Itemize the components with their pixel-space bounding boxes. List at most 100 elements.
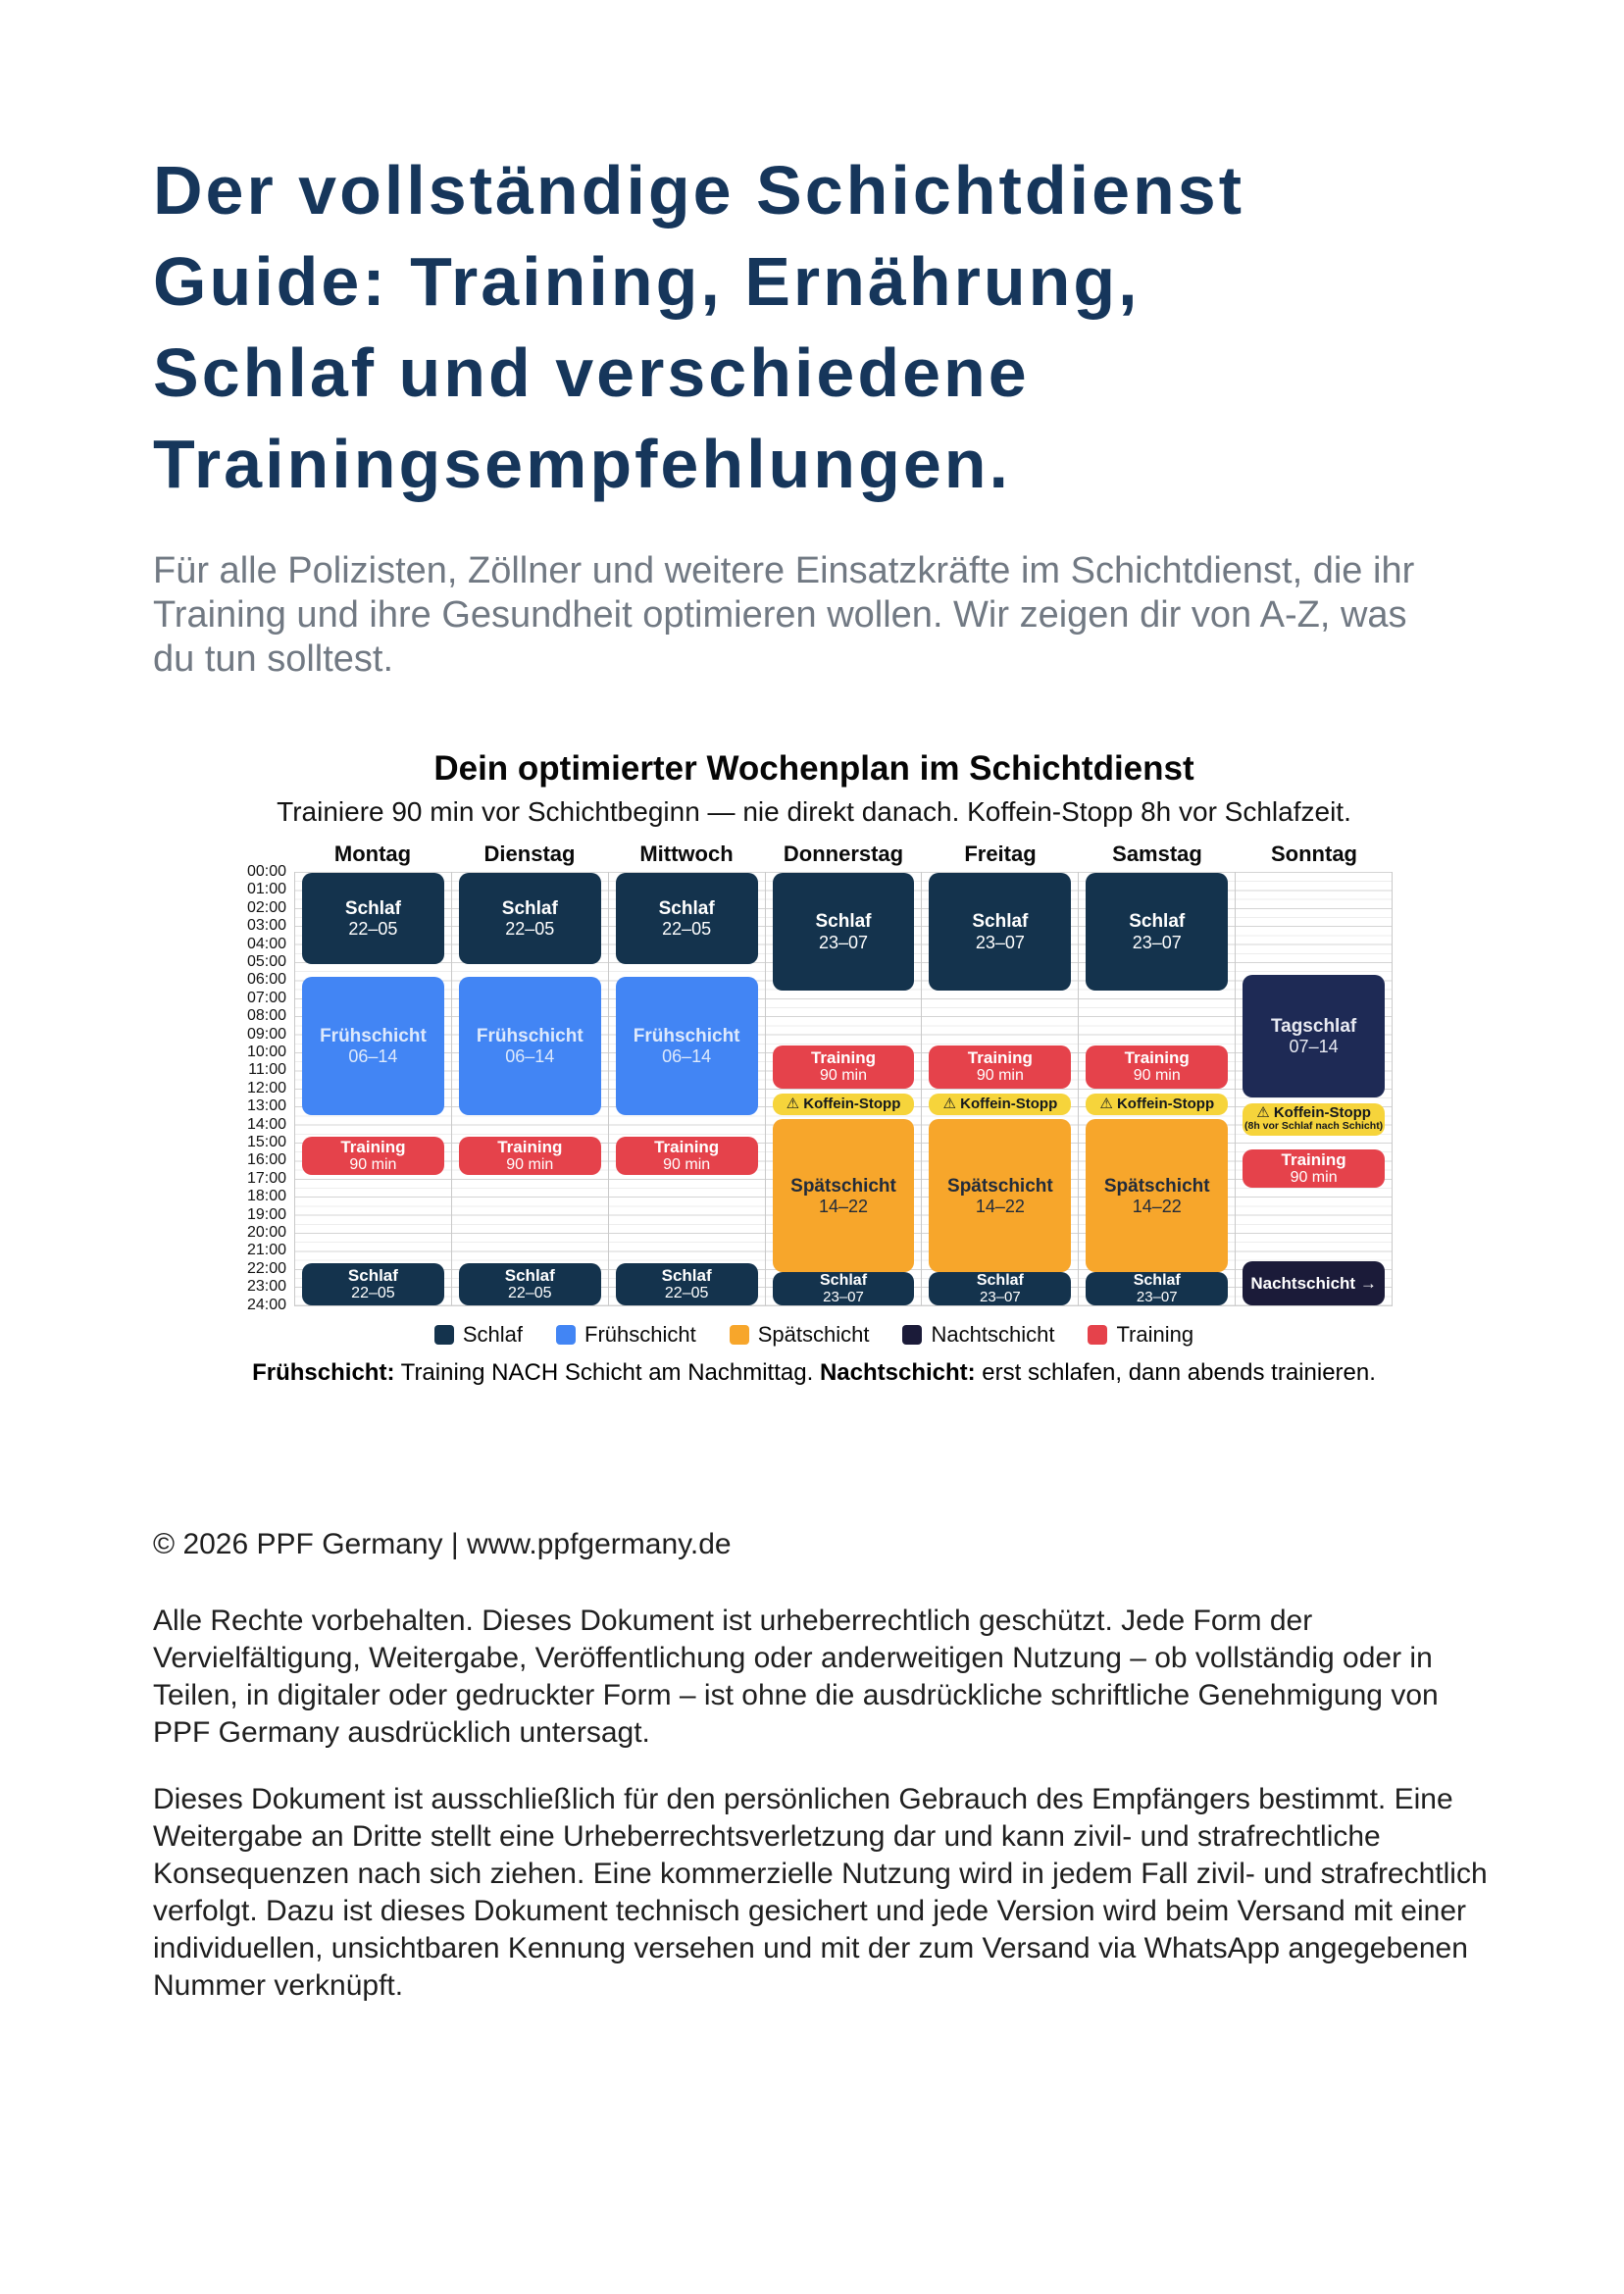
day-header: Freitag: [964, 841, 1037, 866]
schedule-block-spaetschicht: Spätschicht 14–22: [929, 1119, 1072, 1273]
time-axis: 00:00 01:00 02:00 03:00 04:00 05:00 06:00 07:00…: [235, 863, 294, 1313]
legend-label: Spätschicht: [757, 1321, 870, 1347]
day-column: Schlaf 22–05 Frühschicht 06–14 Training 90 mi…: [607, 872, 765, 1305]
block-time: 90 min: [663, 1156, 711, 1174]
page-title: Der vollständige Schichtdienst Guide: Tr…: [153, 152, 1244, 502]
schedule-block-schlaf: Schlaf 23–07: [1086, 872, 1229, 992]
block-title: Schlaf: [1129, 911, 1186, 933]
block-time: 14–22: [1132, 1196, 1182, 1216]
footnote-text-2: erst schlafen, dann abends trainieren.: [975, 1358, 1376, 1386]
block-title: Frühschicht: [320, 1025, 427, 1046]
time-label: 10:00: [246, 1044, 286, 1060]
block-time: 90 min: [1290, 1169, 1338, 1187]
block-title: Training: [654, 1138, 720, 1157]
schedule-block-schlaf: Schlaf 23–07: [929, 1272, 1072, 1305]
time-label: 02:00: [246, 898, 286, 916]
block-time: 22–05: [662, 918, 712, 939]
block-time: 22–05: [351, 1284, 395, 1301]
schedule-block-schlaf: Schlaf 23–07: [772, 1272, 915, 1305]
block-title: Frühschicht: [476, 1025, 584, 1046]
legend-label: Training: [1116, 1321, 1194, 1347]
day-column: Tagschlaf 07–14 ⚠ Koffein-Stopp (8h vor Sch…: [1235, 872, 1392, 1305]
koffein-stopp-label: ⚠ Koffein-Stopp: [786, 1096, 901, 1113]
block-title: Training: [340, 1138, 406, 1157]
legend-item: Frühschicht: [556, 1322, 696, 1348]
legend-label: Frühschicht: [584, 1321, 696, 1347]
legal-paragraph-2: Dieses Dokument ist ausschließlich für d…: [153, 1783, 1488, 2002]
block-time: 23–07: [1132, 932, 1182, 952]
day-column: Schlaf 23–07 Training 90 min ⚠ Koffein-Stopp…: [1078, 872, 1235, 1305]
legend-swatch: [1088, 1324, 1108, 1345]
chart-footnote: Frühschicht: Training NACH Schicht am Na…: [235, 1359, 1393, 1387]
time-label: 23:00: [246, 1278, 286, 1296]
legend-item: Schlaf: [433, 1321, 524, 1348]
time-label: 07:00: [246, 989, 286, 1006]
block-title: Training: [967, 1048, 1033, 1068]
time-label: 12:00: [246, 1079, 286, 1096]
time-label: 16:00: [246, 1151, 286, 1169]
day-header-row: Montag Dienstag Mittwoch Donnerstag Freitag S…: [235, 841, 1393, 872]
block-time: 06–14: [662, 1046, 712, 1067]
warning-icon: ⚠: [1256, 1104, 1270, 1122]
legend-label: Schlaf: [462, 1321, 524, 1347]
time-label: 06:00: [246, 971, 286, 989]
block-title: Schlaf: [972, 911, 1029, 933]
legend-swatch: [902, 1324, 923, 1345]
day-header: Donnerstag: [783, 841, 904, 866]
page-subtitle: Für alle Polizisten, Zöllner und weitere…: [153, 550, 1415, 680]
schedule-block-training: Training 90 min: [929, 1045, 1072, 1089]
schedule-block-schlaf: Schlaf 23–07: [772, 872, 915, 992]
time-label: 21:00: [246, 1242, 286, 1259]
legend-swatch: [556, 1324, 577, 1345]
block-time: 22–05: [508, 1284, 552, 1301]
schedule-block-schlaf: Schlaf 22–05: [458, 872, 601, 964]
block-time: 06–14: [505, 1046, 555, 1067]
schedule-block-training: Training 90 min: [1086, 1045, 1229, 1089]
weekly-plan-chart: Dein optimierter Wochenplan im Schichtdi…: [235, 749, 1393, 1387]
block-title: Schlaf: [501, 897, 558, 919]
schedule-block-schlaf: Schlaf 22–05: [615, 1263, 758, 1305]
schedule-block-schlaf: Schlaf 22–05: [458, 1263, 601, 1305]
schedule-block-koffein: ⚠ Koffein-Stopp: [772, 1094, 915, 1116]
chart-title: Dein optimierter Wochenplan im Schichtdi…: [433, 749, 1194, 788]
block-time: 23–07: [975, 932, 1025, 952]
block-title: Spätschicht: [947, 1175, 1053, 1197]
legend-label: Nachtschicht: [931, 1321, 1055, 1347]
block-title: Schlaf: [658, 897, 715, 919]
block-title: Schlaf: [1133, 1272, 1181, 1290]
block-title: Schlaf: [347, 1265, 398, 1285]
schedule-block-spaetschicht: Spätschicht 14–22: [1086, 1119, 1229, 1273]
schedule-block-tagschlaf: Tagschlaf 07–14: [1243, 974, 1386, 1097]
block-title: Frühschicht: [633, 1025, 740, 1046]
koffein-stopp-label: ⚠ Koffein-Stopp: [942, 1096, 1058, 1113]
block-title: Schlaf: [976, 1272, 1024, 1290]
copyright-line: © 2026 PPF Germany | www.ppfgermany.de: [153, 1528, 732, 1560]
footnote-text-1: Training NACH Schicht am Nachmittag.: [394, 1358, 820, 1386]
block-time: 23–07: [823, 1288, 864, 1305]
legend-swatch: [729, 1324, 749, 1345]
block-title: Nachtschicht →: [1250, 1274, 1377, 1293]
time-label: 08:00: [246, 1007, 286, 1025]
time-label: 18:00: [246, 1188, 286, 1205]
time-label: 22:00: [246, 1259, 286, 1277]
schedule-block-training: Training 90 min: [1243, 1149, 1386, 1188]
block-time: 14–22: [975, 1196, 1025, 1216]
schedule-block-spaetschicht: Spätschicht 14–22: [772, 1119, 915, 1273]
legend-item: Spätschicht: [729, 1321, 870, 1348]
block-time: 90 min: [819, 1067, 868, 1085]
schedule-block-training: Training 90 min: [458, 1137, 601, 1176]
time-label: 05:00: [246, 953, 286, 970]
day-column: Schlaf 23–07 Training 90 min ⚠ Koffein-Stopp…: [921, 872, 1078, 1305]
time-label: 14:00: [246, 1115, 286, 1133]
block-time: 07–14: [1289, 1036, 1339, 1056]
block-title: Schlaf: [504, 1265, 555, 1285]
schedule-block-nachtschicht: Nachtschicht →: [1243, 1261, 1386, 1305]
time-label: 13:00: [246, 1097, 286, 1115]
time-label: 24:00: [246, 1296, 286, 1313]
block-title: Training: [497, 1138, 563, 1157]
block-time: 14–22: [818, 1196, 869, 1216]
block-time: 23–07: [1136, 1288, 1178, 1305]
schedule-block-fruehschicht: Frühschicht 06–14: [302, 976, 444, 1116]
legal-text-section: © 2026 PPF Germany | www.ppfgermany.de A…: [153, 1526, 1497, 2005]
warning-icon: ⚠: [786, 1096, 800, 1113]
